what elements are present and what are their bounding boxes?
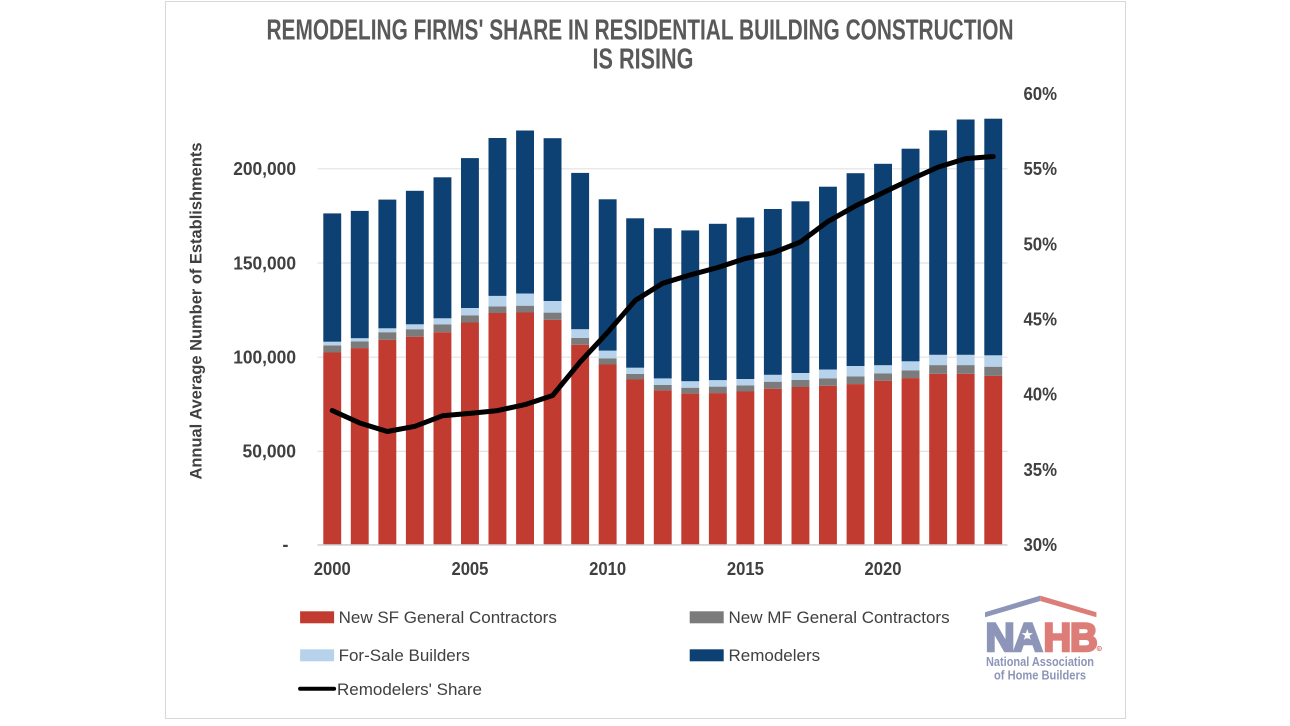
svg-text:National Association: National Association — [986, 655, 1094, 669]
svg-text:REMODELING FIRMS' SHARE IN RES: REMODELING FIRMS' SHARE IN RESIDENTIAL B… — [267, 15, 1014, 47]
svg-text:60%: 60% — [1024, 83, 1058, 104]
svg-text:Remodelers' Share: Remodelers' Share — [337, 680, 482, 699]
svg-text:30%: 30% — [1024, 534, 1058, 555]
svg-text:New MF General Contractors: New MF General Contractors — [729, 608, 950, 627]
svg-text:200,000: 200,000 — [233, 158, 296, 179]
svg-text:Annual Average Number of Estab: Annual Average Number of Establishments — [187, 143, 206, 480]
svg-text:100,000: 100,000 — [233, 347, 296, 368]
svg-text:50%: 50% — [1024, 233, 1058, 254]
svg-text:Remodelers: Remodelers — [729, 646, 821, 665]
svg-text:55%: 55% — [1024, 158, 1058, 179]
svg-text:R: R — [1098, 647, 1101, 651]
svg-text:40%: 40% — [1024, 384, 1058, 405]
svg-text:of Home Builders: of Home Builders — [994, 668, 1086, 682]
svg-text:45%: 45% — [1024, 309, 1058, 330]
svg-text:For-Sale Builders: For-Sale Builders — [339, 646, 470, 665]
svg-text:2015: 2015 — [727, 558, 764, 579]
svg-text:2005: 2005 — [451, 558, 488, 579]
svg-text:New SF General Contractors: New SF General Contractors — [339, 608, 557, 627]
svg-text:150,000: 150,000 — [233, 252, 296, 273]
svg-text:HB: HB — [1044, 616, 1097, 660]
svg-text:2020: 2020 — [865, 558, 902, 579]
svg-text:35%: 35% — [1024, 459, 1058, 480]
svg-text:IS RISING: IS RISING — [593, 44, 694, 76]
svg-text:2000: 2000 — [314, 558, 351, 579]
svg-text:NA: NA — [986, 616, 1042, 660]
svg-text:-: - — [282, 534, 288, 555]
svg-text:50,000: 50,000 — [243, 441, 297, 462]
svg-text:2010: 2010 — [589, 558, 626, 579]
